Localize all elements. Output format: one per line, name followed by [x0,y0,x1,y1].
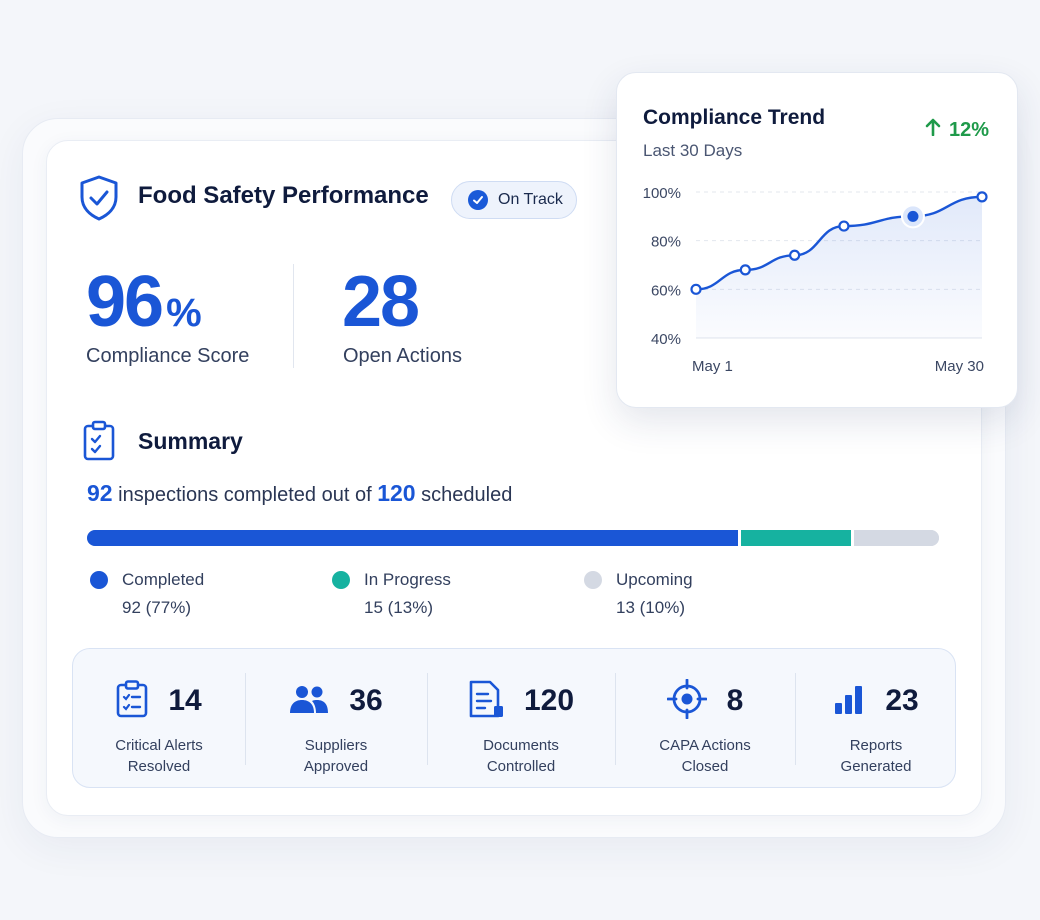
data-point[interactable] [690,283,702,295]
legend-name: Upcoming [616,570,693,589]
compliance-score-value: 96 % [86,266,202,338]
trend-change: 12% [925,118,989,142]
stat-reports[interactable]: 23 Reports Generated [796,649,956,789]
progress-segment-upcoming [851,530,939,546]
trend-line-chart: 100% 80% 60% 40% May 1 May 30 [643,185,988,375]
legend-dot-in-progress [332,571,350,589]
stats-panel: 14 Critical Alerts Resolved 36 Suppliers… [72,648,956,788]
stat-label: Reports Generated [841,735,912,777]
stat-divider [795,673,796,765]
trend-series-line [695,195,983,291]
stat-label-line2: Controlled [486,758,556,775]
stat-label-line2: Generated [840,758,912,775]
status-badge[interactable]: On Track [451,181,577,219]
stat-label-line2: Approved [303,758,369,775]
trend-subtitle: Last 30 Days [643,141,743,160]
y-tick-label: 100% [643,185,681,202]
legend-upcoming: Upcoming 13 (10%) [584,570,693,618]
stat-critical-alerts[interactable]: 14 Critical Alerts Resolved [73,649,245,789]
clipboard-check-icon [82,420,116,462]
compliance-score-label: Compliance Score [86,345,250,367]
stat-value: 120 [523,684,575,717]
legend-in-progress: In Progress 15 (13%) [332,570,451,618]
scheduled-count: 120 [377,480,416,506]
stat-label-line1: CAPA Actions [659,737,751,754]
open-actions-value: 28 [342,262,420,342]
stat-capa-actions[interactable]: 8 CAPA Actions Closed [616,649,794,789]
legend-name: Completed [122,570,205,589]
stat-value: 8 [726,684,744,717]
trend-change-value: 12% [949,118,990,141]
stat-label-line2: Resolved [127,758,191,775]
stat-divider [245,673,246,765]
arrow-up-icon [925,118,941,142]
compliance-score-number: 96 [86,262,164,342]
completed-count: 92 [87,480,113,506]
trend-title: Compliance Trend [643,106,826,129]
stat-value: 36 [349,684,383,717]
y-tick-label: 80% [651,234,681,251]
metrics-divider [293,264,294,368]
stat-label: Suppliers Approved [304,735,368,777]
stat-label: Critical Alerts Resolved [115,735,203,777]
stat-divider [427,673,428,765]
stat-documents[interactable]: 120 Documents Controlled [428,649,614,789]
data-point[interactable] [789,249,801,261]
inspections-progress-bar [87,530,939,546]
inspections-text: inspections completed out of [118,484,372,506]
compliance-score-unit: % [166,291,202,335]
scheduled-text: scheduled [421,484,513,506]
highlight-data-point[interactable] [907,210,919,222]
clipboard-list-icon [116,679,148,723]
legend-dot-upcoming [584,571,602,589]
stat-divider [615,673,616,765]
summary-title: Summary [138,428,243,454]
stat-label-line1: Reports [849,737,903,754]
shield-check-icon [78,174,120,222]
legend-value: 92 (77%) [122,598,191,617]
check-circle-icon [468,190,488,210]
stat-label-line1: Documents [483,737,559,754]
legend-completed: Completed 92 (77%) [90,570,204,618]
stat-label: CAPA Actions Closed [659,735,750,777]
stat-label-line1: Critical Alerts [115,737,203,754]
open-actions-label: Open Actions [343,345,462,367]
legend-name: In Progress [364,570,451,589]
document-icon [468,680,504,723]
stat-value: 23 [885,684,919,717]
y-tick-label: 60% [651,282,681,299]
data-point[interactable] [838,220,850,232]
stat-label-line1: Suppliers [304,737,368,754]
stat-label-line2: Closed [681,758,729,775]
status-badge-label: On Track [498,191,563,208]
data-point[interactable] [976,191,988,203]
legend-value: 13 (10%) [616,598,685,617]
legend-value: 15 (13%) [364,598,433,617]
y-tick-label: 40% [651,331,681,348]
progress-segment-completed [87,530,739,546]
x-tick-label: May 30 [935,358,984,375]
page-title: Food Safety Performance [138,182,429,209]
x-tick-label: May 1 [692,358,733,375]
stat-label: Documents Controlled [483,735,559,777]
target-icon [666,678,708,724]
progress-segment-in-progress [738,530,852,546]
bar-chart-icon [833,683,865,720]
stat-suppliers[interactable]: 36 Suppliers Approved [246,649,426,789]
stat-value: 14 [168,684,202,717]
data-point[interactable] [739,264,751,276]
trend-area [696,196,982,338]
inspections-summary: 92 inspections completed out of 120 sche… [87,480,512,507]
legend-dot-completed [90,571,108,589]
users-icon [289,683,329,720]
